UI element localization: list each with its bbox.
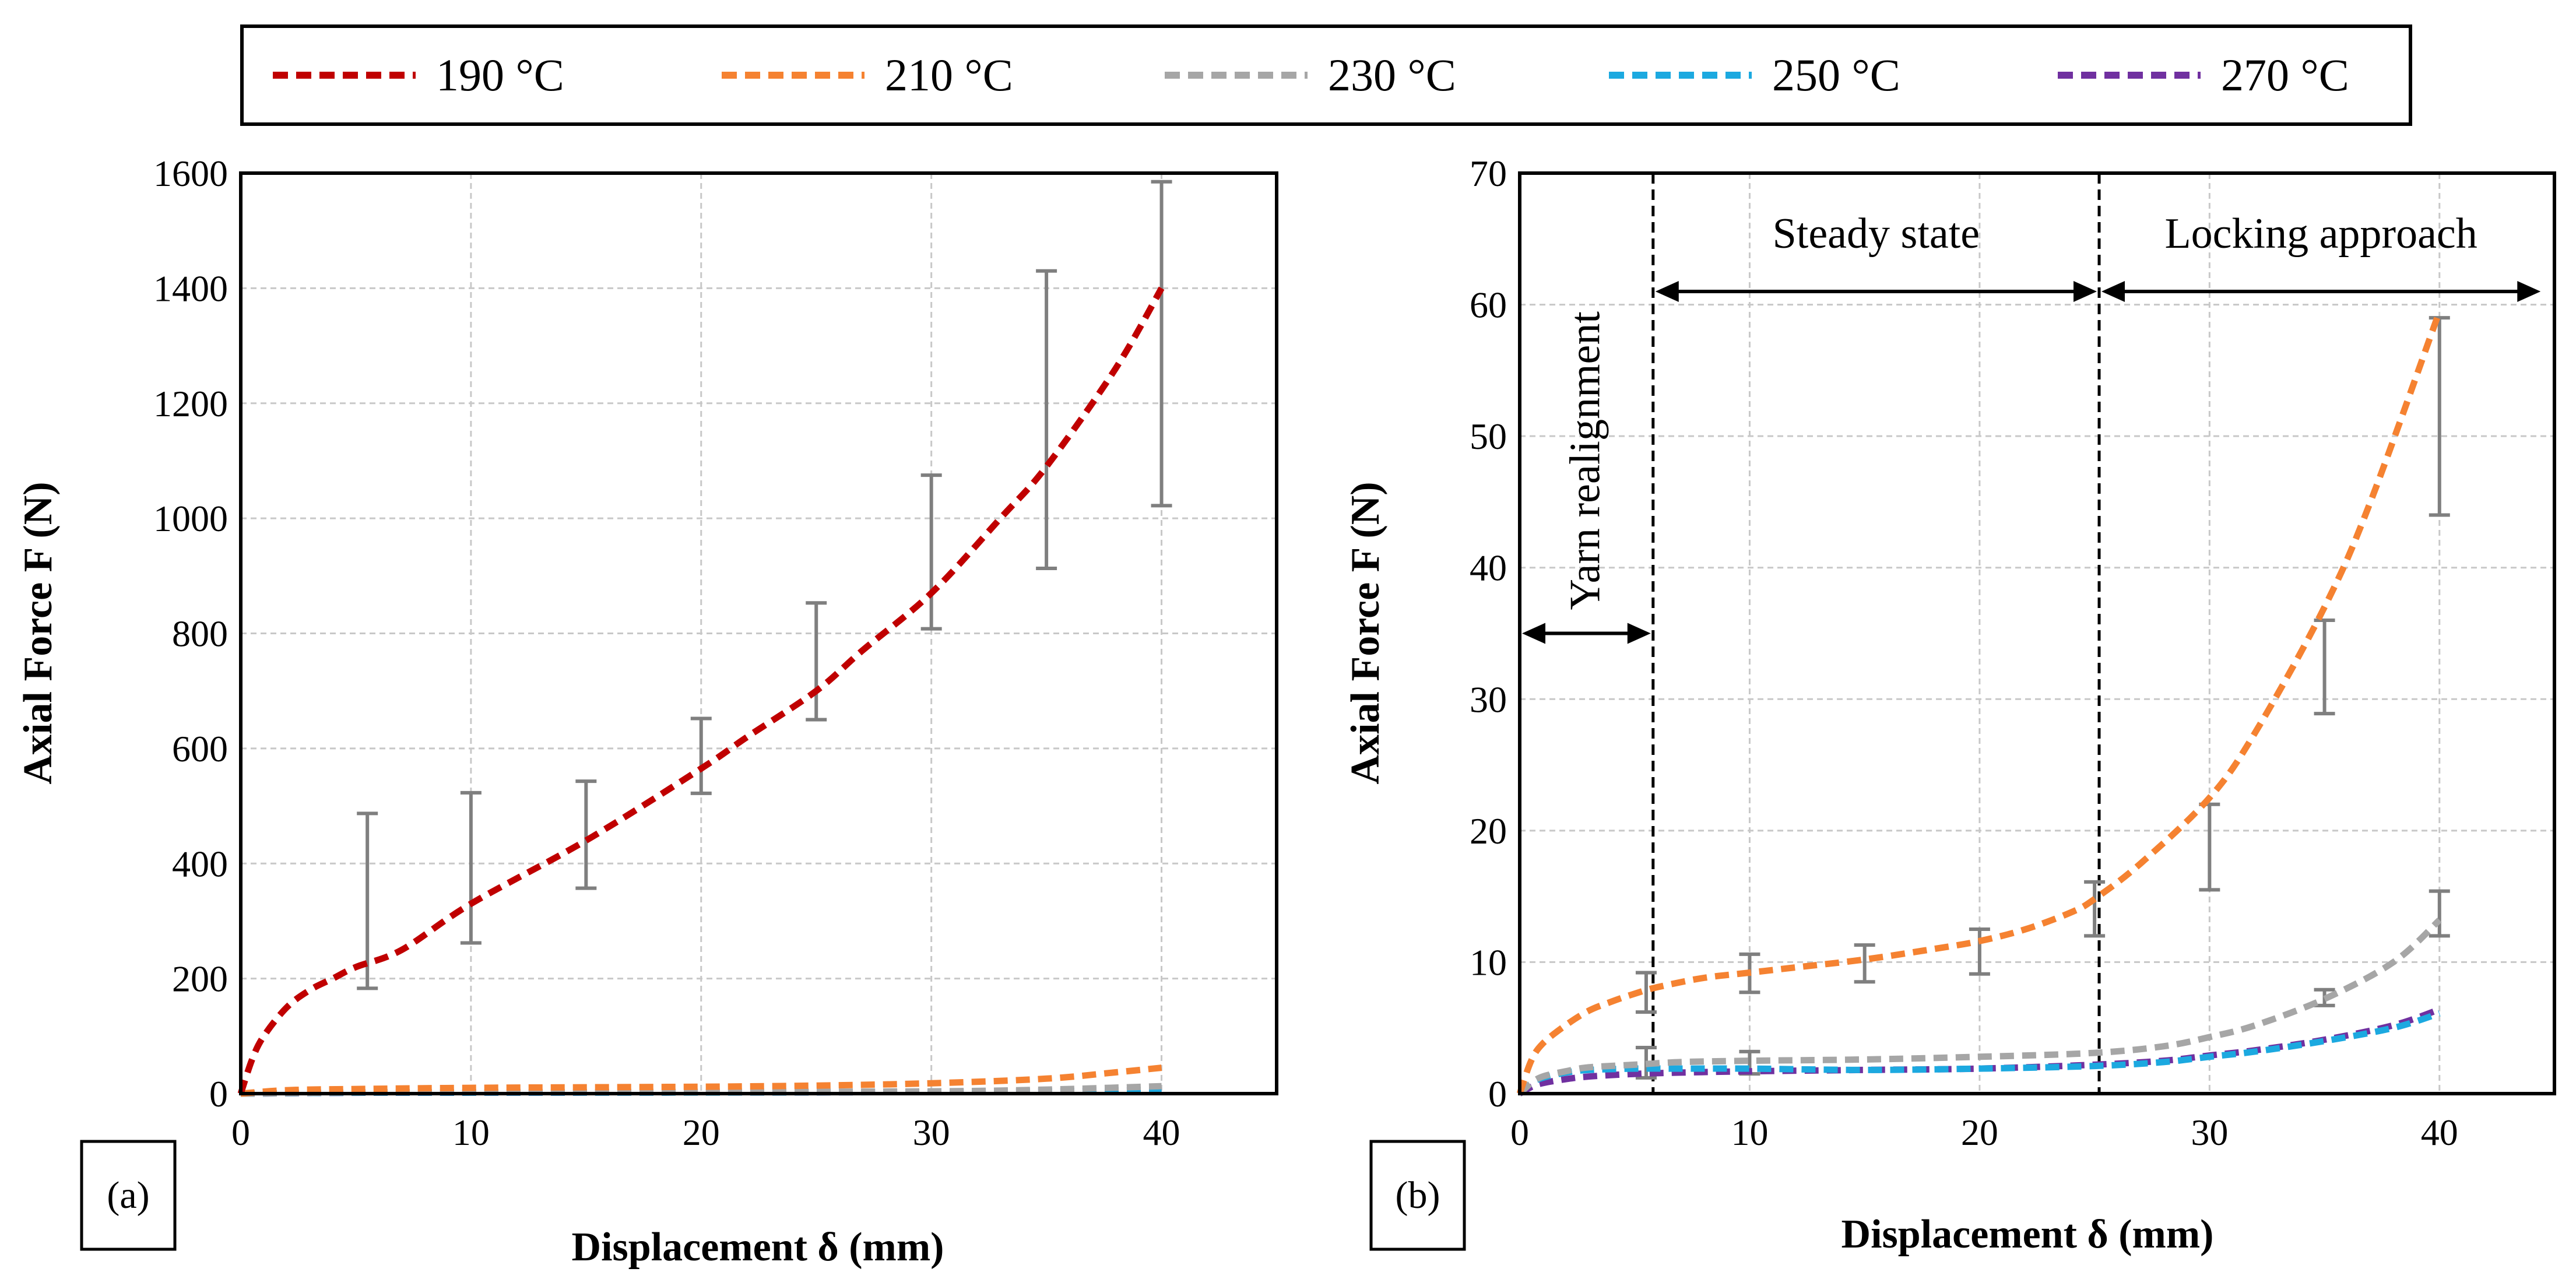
chart-a-xtick-label-3: 30 <box>913 1112 950 1153</box>
chart-a-ytick-label-5: 1000 <box>153 498 228 539</box>
chart-b-error-bar <box>2429 316 2450 517</box>
legend-label-270: 270 °C <box>2221 50 2349 100</box>
chart-b-ytick-label-5: 50 <box>1470 416 1507 457</box>
chart-a-plot-frame <box>239 171 1278 1095</box>
chart-b-lines <box>1516 310 2443 1097</box>
chart-a-ytick-label-4: 800 <box>172 613 228 655</box>
chart-a-ytick-label-0: 0 <box>209 1073 228 1115</box>
chart-b-errorbars <box>1635 316 2450 1080</box>
chart-a-grid <box>241 173 1277 1094</box>
chart-b-error-bar <box>1854 943 1875 984</box>
chart-b-yticks: 0 10 20 30 40 50 60 70 <box>1470 153 1507 1115</box>
chart-a-error-bar <box>460 790 482 945</box>
chart-b: 0 10 20 30 40 0 10 20 30 40 50 60 70 Yarn realignme… <box>1343 153 2556 1257</box>
chart-a-series-190-line <box>237 286 1165 1095</box>
chart-a-errorbars <box>357 180 1172 990</box>
chart-b-region-1 <box>1655 281 2097 303</box>
chart-b-tag: (b) <box>1396 1174 1440 1217</box>
chart-a-ytick-label-8: 1600 <box>153 153 228 194</box>
chart-b-ytick-label-7: 70 <box>1470 153 1507 194</box>
chart-a-series-210-line <box>240 1064 1162 1097</box>
chart-b-region-label-1: Steady state <box>1773 210 1980 258</box>
chart-b-tag-frame <box>1369 1140 1466 1251</box>
chart-b-xtick-label-2: 20 <box>1961 1112 1998 1153</box>
chart-b-region-label-2: Locking approach <box>2164 210 2477 258</box>
chart-a-xtick-label-2: 20 <box>683 1112 720 1153</box>
chart-b-series-210-line <box>1516 310 2443 1095</box>
chart-b-region-0 <box>1522 623 1651 644</box>
chart-a-ytick-label-2: 400 <box>172 843 228 884</box>
chart-b-series-270-line <box>1518 1006 2441 1097</box>
chart-b-error-bar <box>2084 880 2106 938</box>
chart-b-dividers <box>1651 173 2101 1094</box>
chart-a-ytick-label-3: 600 <box>172 728 228 769</box>
chart-a-xtick-label-4: 40 <box>1143 1112 1180 1153</box>
chart-b-region-label-0: Yarn realignment <box>1561 311 1609 610</box>
chart-b-ytick-label-6: 60 <box>1470 284 1507 326</box>
chart-a-ylabel: Axial Force F (N) <box>16 482 61 785</box>
chart-b-xtick-label-4: 40 <box>2421 1112 2458 1153</box>
chart-b-xticks: 0 10 20 30 40 <box>1510 1112 2458 1153</box>
chart-a-tag-frame <box>80 1140 177 1251</box>
legend: 190 °C 210 °C 230 °C 250 °C 270 °C <box>240 24 2412 126</box>
chart-b-error-bar <box>2429 889 2450 938</box>
chart-b-xlabel: Displacement δ (mm) <box>1841 1212 2214 1257</box>
chart-b-xtick-label-0: 0 <box>1510 1112 1529 1153</box>
chart-b-ytick-label-2: 20 <box>1470 810 1507 852</box>
chart-a-xtick-label-0: 0 <box>231 1112 250 1153</box>
chart-a-error-bar <box>1151 180 1172 508</box>
chart-b-ytick-label-0: 0 <box>1488 1073 1507 1115</box>
chart-b-ylabel: Axial Force F (N) <box>1343 482 1388 785</box>
chart-a-ytick-label-7: 1400 <box>153 268 228 309</box>
legend-label-210: 210 °C <box>885 50 1013 100</box>
chart-a-ytick-label-6: 1200 <box>153 383 228 424</box>
chart-a-error-bar <box>920 473 942 631</box>
chart-b-ytick-label-4: 40 <box>1470 547 1507 589</box>
legend-label-230: 230 °C <box>1328 50 1456 100</box>
chart-a-error-bar <box>1036 269 1057 570</box>
legend-label-190: 190 °C <box>436 50 564 100</box>
chart-a-tag: (a) <box>107 1174 149 1217</box>
chart-b-error-bar <box>1635 971 1657 1014</box>
chart-b-annotations: Yarn realignment Steady state Locking appr… <box>1522 210 2541 644</box>
chart-b-xtick-label-1: 10 <box>1731 1112 1768 1153</box>
chart-a-error-bar <box>806 601 827 722</box>
chart-a-ytick-label-1: 200 <box>172 958 228 1000</box>
chart-a: 0 10 20 30 40 02004006008001000120014001600 … <box>16 153 1278 1270</box>
chart-b-series-230-line <box>1517 918 2442 1097</box>
chart-b-error-bar <box>1969 927 1990 976</box>
chart-b-region-2 <box>2101 281 2541 303</box>
chart-a-error-bar <box>357 811 378 990</box>
legend-frame <box>240 24 2412 126</box>
chart-a-xtick-label-1: 10 <box>452 1112 490 1153</box>
chart-b-xtick-label-3: 30 <box>2191 1112 2228 1153</box>
chart-b-error-bar <box>2199 802 2220 892</box>
chart-b-error-bar <box>2314 618 2335 716</box>
chart-a-xticks: 0 10 20 30 40 <box>231 1112 1180 1153</box>
chart-a-xlabel: Displacement δ (mm) <box>572 1225 944 1270</box>
chart-b-plot-frame <box>1518 171 2556 1095</box>
legend-label-250: 250 °C <box>1772 50 1900 100</box>
chart-b-ytick-label-1: 10 <box>1470 941 1507 983</box>
chart-a-error-bar <box>575 779 597 890</box>
chart-a-error-bar <box>690 716 712 795</box>
chart-a-yticks: 0 200 400 600 800 1000 1200 1400 1600 <box>153 153 228 1115</box>
chart-b-ytick-label-3: 30 <box>1470 679 1507 720</box>
chart-b-grid <box>1520 173 2554 1094</box>
